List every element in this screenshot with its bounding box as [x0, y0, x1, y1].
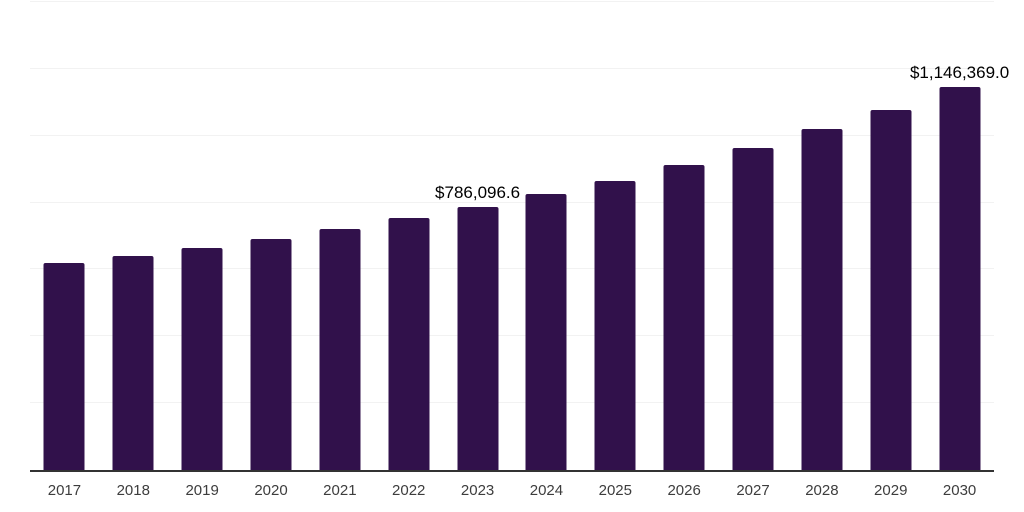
- bar-slot-2030: $1,146,369.0: [910, 2, 1009, 470]
- bar-slot-2025: [581, 2, 650, 470]
- bar-slot-2029: [856, 2, 925, 470]
- bar-2027: [732, 148, 774, 470]
- bar-2021: [319, 229, 361, 470]
- x-tick-2021: 2021: [323, 482, 357, 499]
- x-tick-2027: 2027: [736, 482, 770, 499]
- x-tick-2019: 2019: [185, 482, 219, 499]
- bar-2018: [112, 256, 154, 470]
- x-tick-2026: 2026: [667, 482, 701, 499]
- x-tick-2024: 2024: [529, 482, 564, 499]
- bar-slot-2027: [719, 2, 788, 470]
- bar-slot-2020: [237, 2, 306, 470]
- gridline-1000000: [30, 134, 994, 136]
- bar-2028: [801, 129, 843, 470]
- bars: $786,096.6 $1,146,369.0: [30, 2, 1009, 470]
- bar-slot-2024: [512, 2, 581, 470]
- bar-2022: [388, 218, 430, 470]
- bar-2017: [43, 263, 85, 470]
- x-tick-2020: 2020: [254, 482, 288, 499]
- gridline-400000: [30, 335, 994, 337]
- bar-slot-2021: [305, 2, 374, 470]
- x-tick-2029: 2029: [874, 482, 908, 499]
- bar-slot-2019: [168, 2, 237, 470]
- x-tick-2028: 2028: [805, 482, 839, 499]
- x-tick-2018: 2018: [116, 482, 150, 499]
- bar-slot-2028: [787, 2, 856, 470]
- bar-2030: [939, 86, 981, 470]
- plot-area: $786,096.6 $1,146,369.0: [30, 1, 1009, 472]
- bar-2029: [870, 109, 912, 470]
- bar-2025: [594, 180, 636, 470]
- bar-2026: [663, 165, 705, 470]
- bar-slot-2026: [650, 2, 719, 470]
- bar-slot-2022: [374, 2, 443, 470]
- x-tick-2030: 2030: [942, 482, 977, 499]
- x-tick-2022: 2022: [392, 482, 426, 499]
- bar-2019: [181, 248, 223, 470]
- bar-2024: [525, 194, 567, 470]
- x-tick-2023: 2023: [460, 482, 495, 499]
- gridline-200000: [30, 402, 994, 404]
- x-tick-2017: 2017: [47, 482, 82, 499]
- gridline-1400000: [30, 1, 994, 2]
- gridline-600000: [30, 268, 994, 270]
- bar-slot-2023: $786,096.6: [435, 2, 520, 470]
- x-tick-2025: 2025: [598, 482, 632, 499]
- bar-slot-2017: [30, 2, 99, 470]
- x-axis: 2017 2018 2019 2020 2021 2022 2023 2024 2025 2026…: [30, 482, 994, 500]
- bar-value-label-2030: $1,146,369.0: [909, 62, 1010, 82]
- gridline-800000: [30, 201, 994, 203]
- bar-2020: [250, 238, 292, 470]
- bar-slot-2018: [99, 2, 168, 470]
- bar-value-label-2023: $786,096.6: [435, 183, 521, 203]
- bar-2023: [457, 207, 499, 470]
- gridline-1200000: [30, 67, 994, 69]
